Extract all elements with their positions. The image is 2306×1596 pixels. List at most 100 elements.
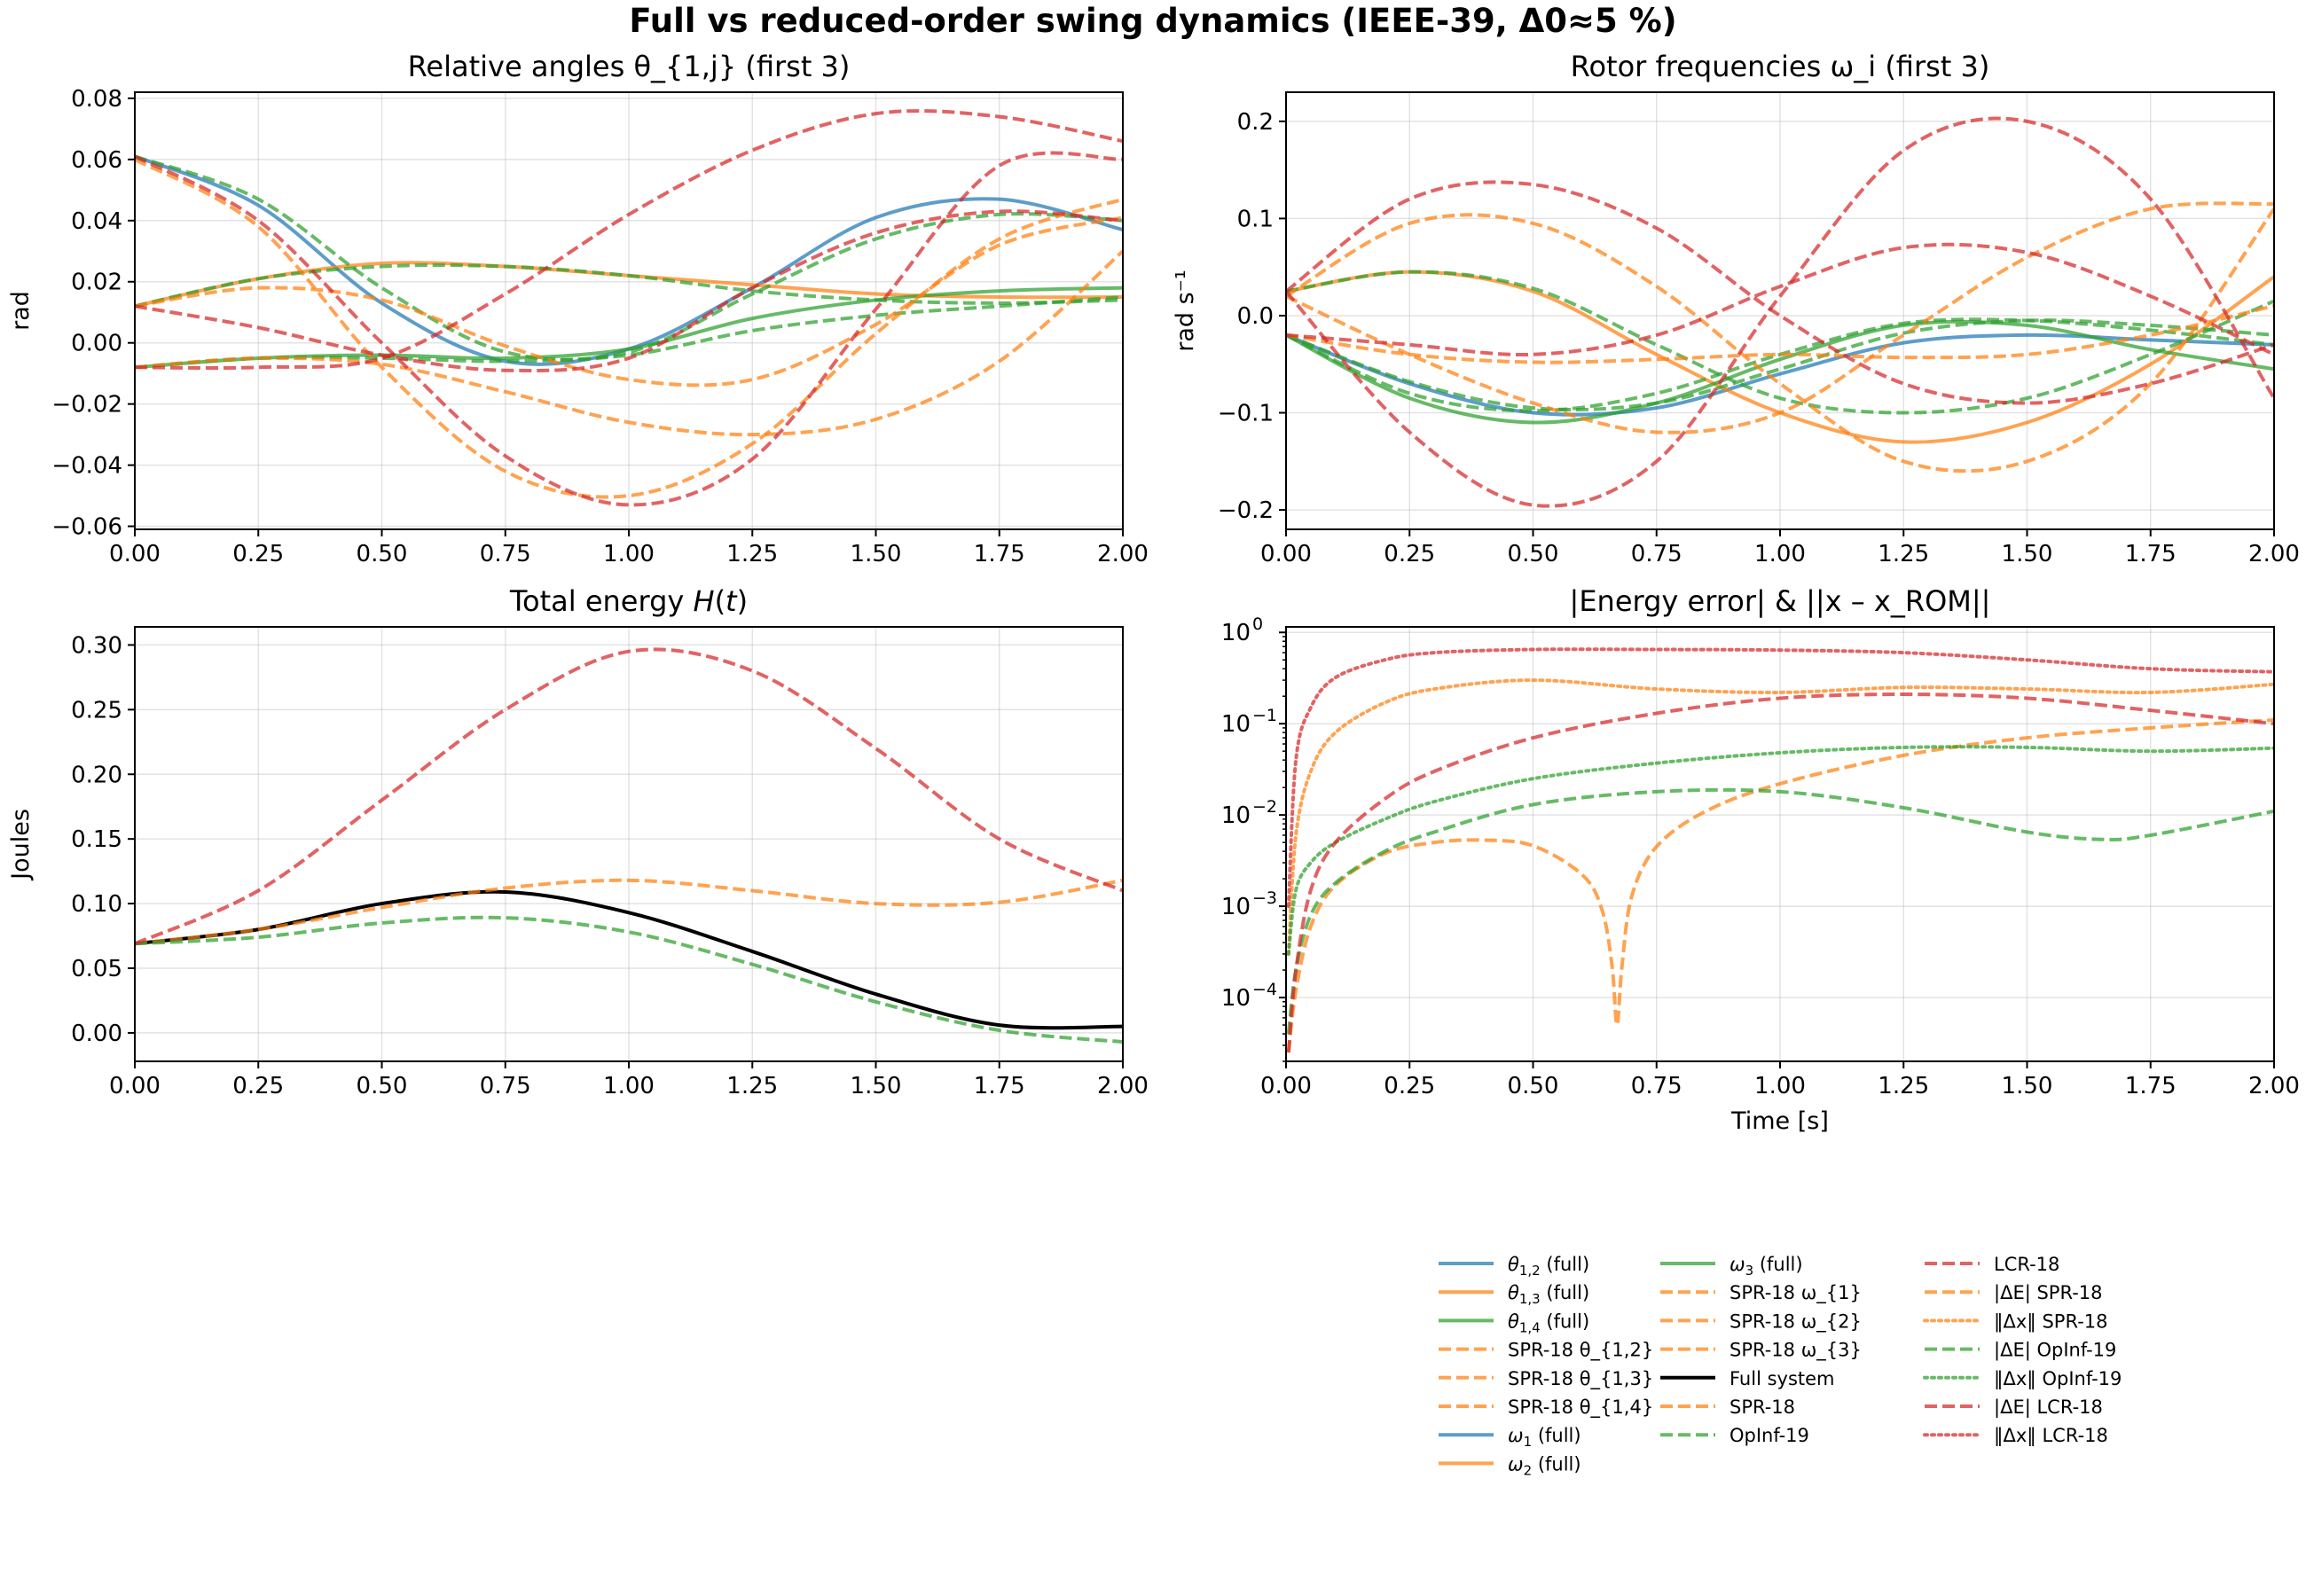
y-tick-label: 0.08 — [71, 86, 122, 113]
y-tick-label: −0.06 — [51, 514, 122, 541]
x-tick-label: 0.50 — [1508, 541, 1559, 567]
y-tick-label: 10 — [1221, 894, 1251, 920]
series-line — [1286, 180, 2274, 405]
series-line — [1286, 318, 2274, 412]
y-tick-label: 10 — [1221, 985, 1251, 1012]
x-tick-label: 0.50 — [1508, 1073, 1559, 1099]
x-tick-label: 1.00 — [603, 541, 655, 567]
legend-label: OpInf-19 — [1730, 1425, 1809, 1446]
y-tick-label: −0.02 — [51, 392, 122, 419]
x-tick-label: 0.75 — [1631, 1073, 1682, 1099]
x-tick-label: 2.00 — [2248, 1073, 2300, 1099]
x-tick-label: 2.00 — [1097, 1073, 1149, 1099]
x-tick-label: 1.25 — [1878, 541, 1929, 567]
y-tick-exponent: −4 — [1252, 980, 1277, 999]
y-tick-label: −0.2 — [1218, 497, 1274, 524]
y-tick-label: 0.00 — [71, 1021, 122, 1047]
series-line — [135, 154, 1123, 362]
panel-title: Rotor frequencies ω_i (first 3) — [1571, 50, 1990, 83]
y-tick-label: 0.04 — [71, 208, 122, 235]
y-axis-label: rad — [7, 291, 35, 331]
series-line — [1286, 304, 2274, 364]
series-line — [1286, 745, 2274, 956]
legend-label: ω2 (full) — [1508, 1453, 1581, 1478]
panel-energy: 0.00 0.25 0.50 0.75 1.00 1.25 1.50 1.75 2.00 0.00… — [7, 584, 1149, 1099]
series-line — [135, 158, 1123, 499]
y-tick-exponent: −1 — [1252, 706, 1277, 725]
x-tick-label: 0.00 — [109, 541, 161, 567]
legend-label: |ΔE| OpInf-19 — [1994, 1340, 2116, 1362]
panel-title: Total energy H(t) — [509, 584, 748, 618]
y-tick-label: 0.0 — [1237, 303, 1274, 330]
x-tick-label: 1.00 — [1754, 541, 1806, 567]
y-tick-label: 0.02 — [71, 270, 122, 296]
series-group — [135, 647, 1123, 1044]
x-tick-label: 1.25 — [726, 541, 778, 567]
series-line — [135, 215, 1123, 387]
x-tick-label: 0.25 — [232, 1073, 284, 1099]
series-line — [1286, 201, 2274, 434]
panels: 0.00 0.25 0.50 0.75 1.00 1.25 1.50 1.75 2.00 −0.0… — [7, 50, 2300, 1135]
x-tick-label: 0.00 — [1260, 1073, 1312, 1099]
series-group — [1286, 116, 2274, 508]
series-group — [135, 109, 1123, 507]
y-tick-label: 0.25 — [71, 697, 122, 724]
y-tick-label: 0.30 — [71, 632, 122, 659]
legend-label: SPR-18 θ_{1,4} — [1508, 1396, 1653, 1419]
legend-label: θ1,3 (full) — [1508, 1282, 1589, 1307]
x-tick-label: 1.75 — [2125, 541, 2177, 567]
x-tick-label: 1.25 — [726, 1073, 778, 1099]
series-line — [1286, 317, 2274, 413]
x-tick-label: 1.75 — [2125, 1073, 2177, 1099]
legend-label: SPR-18 θ_{1,3} — [1508, 1368, 1653, 1390]
x-tick-label: 0.75 — [1631, 541, 1682, 567]
x-tick-label: 0.25 — [232, 541, 284, 567]
series-line — [1286, 332, 2274, 417]
x-tick-label: 1.00 — [1754, 1073, 1806, 1099]
legend-label: SPR-18 ω_{1} — [1730, 1282, 1862, 1304]
y-axis-label: Joules — [7, 809, 35, 881]
legend-label: Full system — [1730, 1368, 1835, 1389]
series-line — [1286, 116, 2274, 508]
panel-title: Relative angles θ_{1,j} (first 3) — [408, 50, 851, 83]
series-line — [135, 249, 1123, 437]
x-tick-label: 2.00 — [2248, 541, 2300, 567]
y-tick-label: 0.00 — [71, 331, 122, 357]
y-tick-label: 0.05 — [71, 956, 122, 982]
x-tick-label: 1.50 — [851, 1073, 902, 1099]
x-tick-label: 1.75 — [974, 541, 1025, 567]
y-tick-label: −0.04 — [51, 453, 122, 480]
legend-label: θ1,4 (full) — [1508, 1310, 1589, 1335]
x-tick-label: 0.25 — [1384, 541, 1435, 567]
y-tick-label: −0.1 — [1218, 401, 1274, 427]
y-tick-label: 0.10 — [71, 891, 122, 918]
y-tick-label: 10 — [1221, 620, 1251, 646]
legend-label: |ΔE| LCR-18 — [1994, 1396, 2103, 1419]
legend-label: SPR-18 ω_{3} — [1730, 1340, 1862, 1362]
y-tick-label: 0.20 — [71, 762, 122, 788]
series-line — [1286, 647, 2274, 909]
y-tick-exponent: −3 — [1252, 888, 1277, 908]
y-axis-label: rad s⁻¹ — [1172, 270, 1199, 352]
series-line — [1286, 678, 2274, 956]
figure-title: Full vs reduced-order swing dynamics (IE… — [629, 2, 1676, 40]
x-tick-label: 1.50 — [2002, 1073, 2053, 1099]
series-line — [1286, 692, 2274, 1053]
legend-label: ‖Δx‖ OpInf-19 — [1994, 1368, 2122, 1390]
x-axis-label: Time [s] — [1730, 1107, 1829, 1135]
y-tick-label: 0.2 — [1237, 109, 1274, 136]
legend-label: ω1 (full) — [1508, 1425, 1581, 1450]
legend-label: SPR-18 θ_{1,2} — [1508, 1340, 1653, 1362]
x-tick-label: 1.25 — [1878, 1073, 1929, 1099]
series-line — [1286, 319, 2274, 425]
series-line — [1286, 242, 2274, 357]
x-tick-label: 0.50 — [357, 1073, 408, 1099]
series-line — [135, 109, 1123, 371]
x-tick-label: 0.25 — [1384, 1073, 1435, 1099]
legend-label: |ΔE| SPR-18 — [1994, 1282, 2103, 1304]
y-tick-label: 0.06 — [71, 147, 122, 174]
y-tick-label: 10 — [1221, 802, 1251, 829]
y-tick-exponent: −2 — [1252, 797, 1277, 817]
